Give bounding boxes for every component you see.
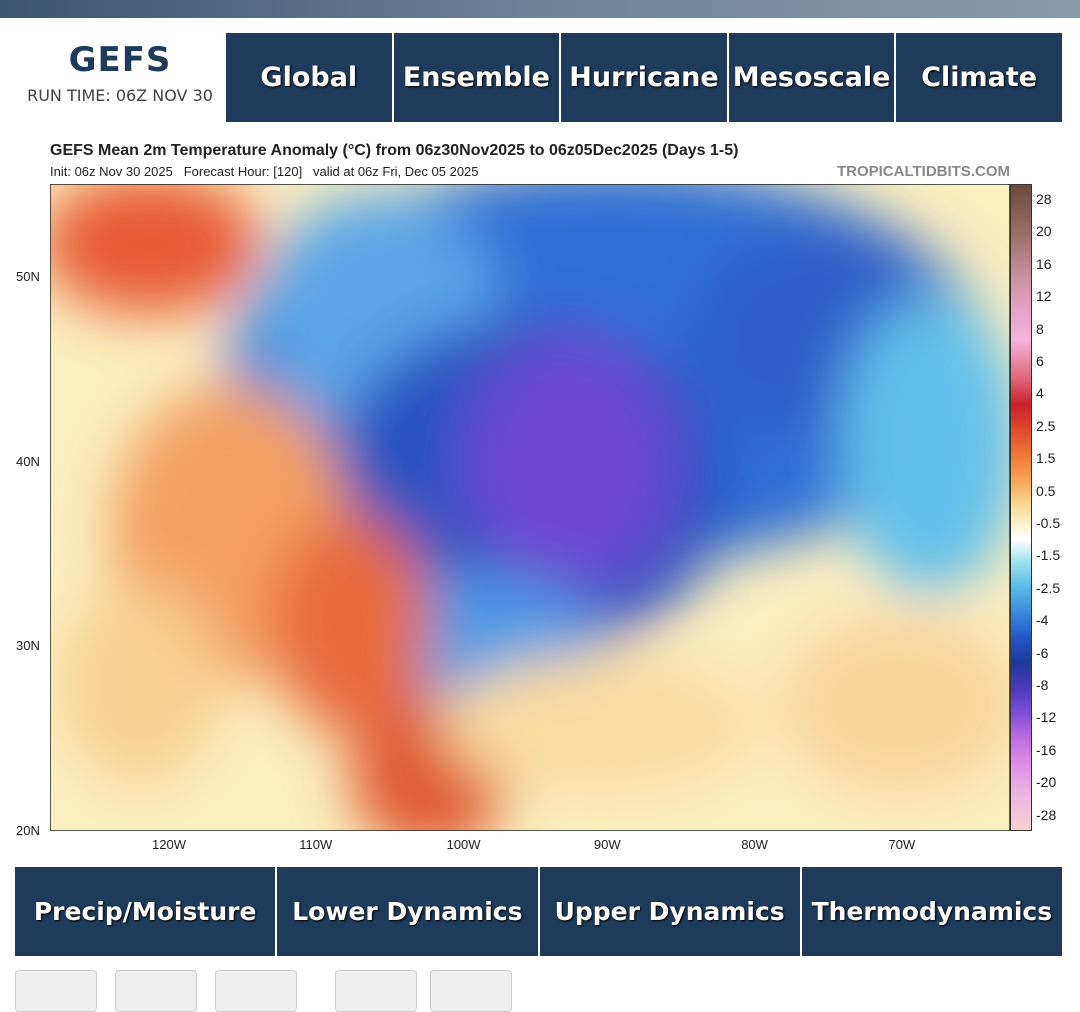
lon-label: 80W xyxy=(741,837,768,852)
control-button[interactable] xyxy=(215,970,297,1012)
lat-label: 30N xyxy=(16,638,40,653)
lon-label: 120W xyxy=(152,837,186,852)
control-button[interactable] xyxy=(335,970,417,1012)
colorbar-label: 12 xyxy=(1036,288,1052,305)
colorbar-label: 16 xyxy=(1036,255,1052,272)
colorbar-label: 4 xyxy=(1036,385,1044,402)
control-button[interactable] xyxy=(115,970,197,1012)
lon-label: 70W xyxy=(888,837,916,852)
run-time: RUN TIME: 06Z NOV 30 xyxy=(27,86,213,105)
colorbar-label: 28 xyxy=(1036,191,1052,207)
nav-button[interactable]: Hurricane xyxy=(561,33,729,122)
colorbar-label: 8 xyxy=(1036,320,1044,337)
lat-label: 40N xyxy=(16,454,40,469)
colorbar-label: -4 xyxy=(1036,612,1049,629)
lat-label: 20N xyxy=(16,823,40,838)
nav-button[interactable]: Mesoscale xyxy=(728,33,897,122)
colorbar-label: 6 xyxy=(1036,353,1044,369)
nav-button[interactable]: Climate xyxy=(896,33,1064,122)
colorbar-label: -1.5 xyxy=(1036,547,1061,564)
credit: TROPICALTIDBITS.COM xyxy=(836,163,1010,180)
nav-button[interactable]: Thermodynamics xyxy=(801,867,1064,956)
map-title: GEFS Mean 2m Temperature Anomaly (°C) fr… xyxy=(50,142,739,159)
colorbar xyxy=(1010,184,1032,831)
nav-button[interactable]: Global xyxy=(226,33,394,122)
bottom-nav: Precip/Moisture Lower Dynamics Upper Dynam… xyxy=(15,867,1064,956)
colorbar-label: 20 xyxy=(1036,223,1052,240)
lon-label: 110W xyxy=(299,837,333,852)
lon-label: 100W xyxy=(446,837,481,852)
nav-button[interactable]: Lower Dynamics xyxy=(277,867,540,956)
colorbar-label: 0.5 xyxy=(1036,482,1056,499)
lat-label: 50N xyxy=(16,269,40,284)
colorbar-label: -8 xyxy=(1036,677,1049,693)
colorbar-label: -12 xyxy=(1036,709,1057,726)
colorbar-label: -6 xyxy=(1036,644,1049,661)
nav-button[interactable]: Upper Dynamics xyxy=(539,867,802,956)
colorbar-label: -2.5 xyxy=(1036,579,1061,596)
nav-button[interactable]: Precip/Moisture xyxy=(15,867,278,956)
colorbar-label: 2.5 xyxy=(1036,417,1056,434)
colorbar-label: -0.5 xyxy=(1036,515,1061,531)
nav-button[interactable]: Ensemble xyxy=(393,33,562,122)
control-button[interactable] xyxy=(15,970,97,1012)
lon-label: 90W xyxy=(593,837,621,852)
colorbar-label: -20 xyxy=(1036,774,1057,791)
model-title: GEFS xyxy=(68,40,172,80)
map-init: Init: 06z Nov 30 2025 Forecast Hour: [12… xyxy=(50,164,479,179)
colorbar-label: -16 xyxy=(1036,741,1057,758)
colorbar-label: 1.5 xyxy=(1036,450,1056,467)
top-nav: Global Ensemble Hurricane Mesoscale Climate xyxy=(226,33,1064,122)
colorbar-label: -28 xyxy=(1036,806,1057,823)
brand[interactable]: GEFS RUN TIME: 06Z NOV 30 xyxy=(20,40,220,105)
top-strip xyxy=(0,0,1080,18)
anomaly-map xyxy=(50,184,1010,831)
control-button[interactable] xyxy=(430,970,512,1012)
